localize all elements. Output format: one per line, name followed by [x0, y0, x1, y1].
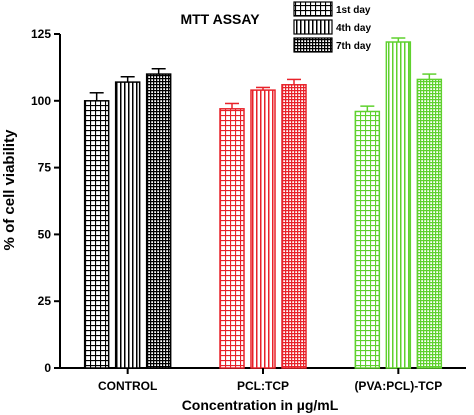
x-tick-label: (PVA:PCL)-TCP	[354, 379, 442, 393]
y-tick-label: 25	[38, 294, 52, 308]
bar-pcl-tcp-2	[250, 89, 276, 369]
bar--pva-pcl-tcp-1	[354, 110, 381, 369]
y-tick-label: 100	[31, 94, 51, 108]
chart-title: MTT ASSAY	[180, 11, 260, 27]
legend-swatch	[293, 19, 333, 35]
y-tick-label: 125	[31, 27, 51, 41]
x-tick-label: CONTROL	[98, 379, 157, 393]
bar-control-1	[83, 100, 110, 369]
y-axis-label: % of cell viability	[1, 129, 18, 251]
bar-control-3	[145, 73, 172, 369]
bar-pcl-tcp-3	[281, 84, 307, 369]
x-tick-label: PCL:TCP	[237, 379, 289, 393]
legend-swatch	[293, 37, 333, 53]
y-tick-label: 75	[38, 161, 52, 175]
legend-label: 4th day	[336, 23, 371, 34]
x-axis-label: Concentration in µg/mL	[182, 397, 339, 413]
bar--pva-pcl-tcp-2	[385, 41, 412, 369]
legend-swatch	[293, 1, 333, 17]
legend-label: 7th day	[336, 41, 371, 52]
bar-control-2	[114, 81, 141, 369]
legend: 1st day 4th day 7th day	[293, 1, 371, 53]
bar--pva-pcl-tcp-3	[416, 78, 443, 369]
legend-label: 1st day	[336, 5, 371, 16]
bar-pcl-tcp-1	[219, 108, 245, 369]
y-tick-label: 50	[38, 227, 52, 241]
y-tick-label: 0	[44, 361, 51, 375]
